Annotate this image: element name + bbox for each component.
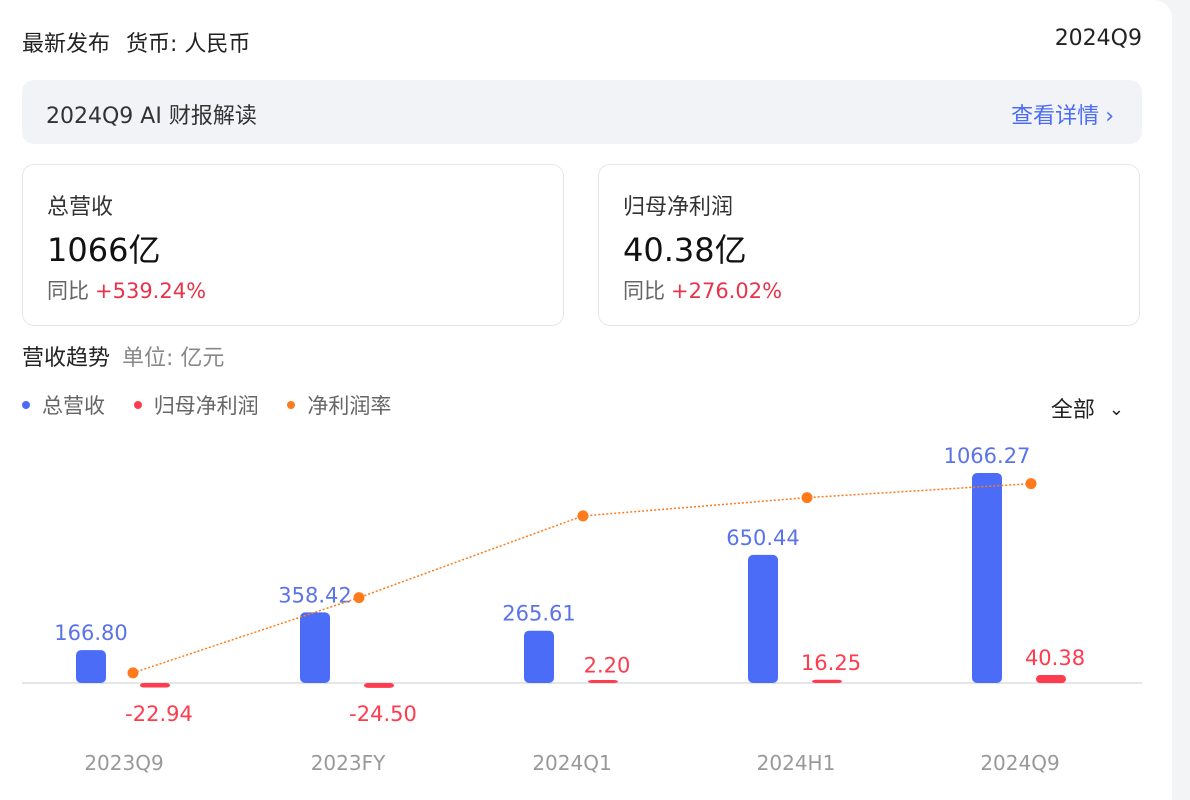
legend-label: 总营收 [42, 394, 105, 418]
chevron-down-icon: ⌄ [1108, 399, 1124, 420]
net-profit-bar [812, 679, 842, 683]
legend-label: 归母净利润 [153, 394, 259, 418]
revenue-data-label: 265.61 [502, 602, 575, 626]
x-tick-label: 2023FY [311, 751, 386, 775]
chart-legend: 总营收 归母净利润 净利润率 [22, 390, 413, 420]
ai-report-bar[interactable]: 2024Q9 AI 财报解读 查看详情 › [22, 80, 1142, 144]
kpi-yoy: 同比 +539.24% [47, 275, 206, 305]
kpi-yoy: 同比 +276.02% [623, 275, 782, 305]
net-profit-data-label: -22.94 [125, 702, 193, 726]
kpi-label: 总营收 [47, 195, 114, 220]
margin-point [577, 510, 589, 522]
margin-point [353, 592, 365, 604]
period-label: 2024Q9 [1054, 26, 1142, 51]
x-tick-label: 2024H1 [757, 751, 836, 775]
legend-item-net-profit[interactable]: 归母净利润 [133, 390, 259, 420]
chevron-right-icon: › [1105, 104, 1114, 129]
kpi-yoy-label: 同比 [47, 279, 89, 303]
revenue-bar [76, 650, 106, 683]
revenue-data-label: 358.42 [278, 583, 351, 607]
net-profit-bar [140, 683, 170, 688]
header: 最新发布 货币: 人民币 2024Q9 [22, 26, 1142, 60]
net-profit-data-label: 40.38 [1025, 646, 1085, 670]
net-profit-data-label: 2.20 [584, 654, 631, 678]
kpi-value: 40.38亿 [623, 231, 747, 269]
kpi-value: 1066亿 [47, 231, 161, 269]
margin-point [127, 667, 139, 679]
kpi-label: 归母净利润 [623, 195, 734, 220]
revenue-bar [748, 554, 778, 683]
kpi-card-revenue: 总营收 1066亿 同比 +539.24% [22, 164, 564, 326]
kpi-card-net-profit: 归母净利润 40.38亿 同比 +276.02% [598, 164, 1140, 326]
filter-label: 全部 [1050, 398, 1095, 423]
revenue-bar [300, 612, 330, 683]
net-profit-data-label: 16.25 [801, 651, 861, 675]
net-profit-bar [588, 680, 618, 683]
kpi-yoy-label: 同比 [623, 279, 665, 303]
revenue-data-label: 166.80 [54, 621, 127, 645]
legend-dot-icon [22, 401, 30, 409]
revenue-data-label: 1066.27 [944, 444, 1031, 468]
ai-report-title: 2024Q9 AI 财报解读 [46, 104, 257, 129]
revenue-bar [524, 630, 554, 683]
legend-item-revenue[interactable]: 总营收 [22, 390, 105, 420]
x-tick-label: 2023Q9 [84, 751, 163, 775]
x-tick-label: 2024Q1 [532, 751, 611, 775]
kpi-yoy-value: +539.24% [95, 279, 207, 303]
net-profit-data-label: -24.50 [349, 702, 417, 726]
trend-unit: 单位: 亿元 [122, 346, 225, 371]
legend-item-margin[interactable]: 净利润率 [287, 390, 391, 420]
margin-point [1025, 478, 1037, 490]
net-profit-bar [1036, 675, 1066, 683]
legend-dot-icon [133, 401, 142, 409]
legend-dot-icon [287, 401, 296, 409]
latest-label: 最新发布 [22, 32, 111, 57]
x-tick-label: 2024Q9 [980, 751, 1059, 775]
legend-label: 净利润率 [307, 394, 392, 418]
revenue-trend-chart: 166.80 -22.94 2023Q9 358.42 -24.50 2023FY 265.… [22, 444, 1142, 775]
currency-label: 货币: 人民币 [126, 32, 251, 57]
net-profit-bar [364, 683, 394, 688]
trend-title: 营收趋势 单位: 亿元 [22, 340, 224, 372]
trend-title-text: 营收趋势 [22, 346, 111, 371]
kpi-yoy-value: +276.02% [671, 279, 783, 303]
view-details-label: 查看详情 [1011, 104, 1100, 129]
period-filter-dropdown[interactable]: 全部 ⌄ [1051, 392, 1124, 424]
revenue-bar [972, 473, 1002, 683]
margin-point [801, 492, 813, 504]
revenue-data-label: 650.44 [726, 526, 799, 550]
view-details-link[interactable]: 查看详情 › [1011, 98, 1114, 130]
